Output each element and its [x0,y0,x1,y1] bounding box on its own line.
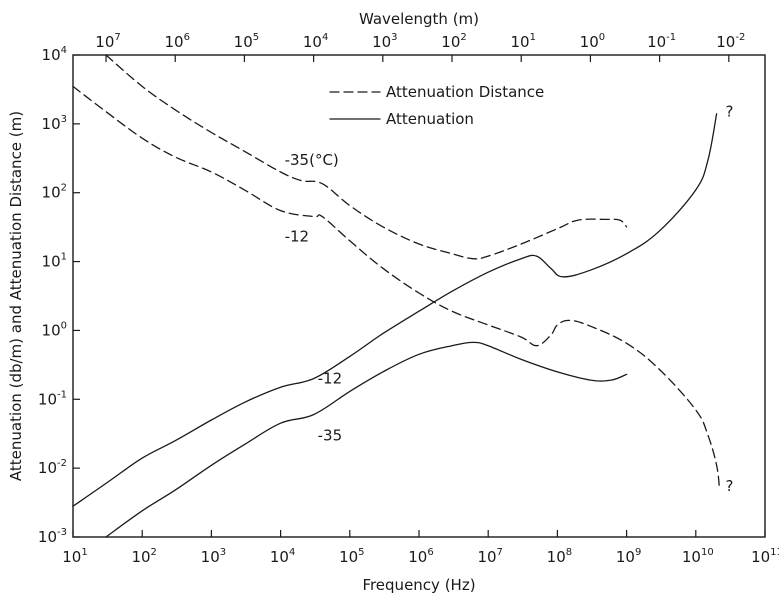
top-tick-label: 107 [95,32,120,51]
series-layer: -35(°C) -12 -12 -35 [72,54,721,538]
top-tick-label: 10-2 [716,32,745,51]
x-tick-label: 107 [477,547,502,566]
x-tick-label: 106 [408,547,433,566]
top-axis-ticks: 107 106 105 104 103 102 101 100 10-1 10-2 [95,32,745,62]
y-tick-label: 100 [42,320,67,339]
annotation-question-mark: ? [725,103,733,121]
top-tick-label: 106 [164,32,189,51]
top-tick-label: 101 [510,32,535,51]
x-tick-label: 105 [339,547,364,566]
top-tick-label: 103 [372,32,397,51]
y-tick-label: 10-3 [38,527,67,546]
top-tick-label: 105 [234,32,259,51]
attenuation-distance-curve-0 [105,54,628,260]
y-tick-label: 102 [42,183,67,202]
y-tick-label: 104 [42,45,67,64]
top-tick-label: 104 [303,32,328,51]
top-tick-label: 100 [580,32,605,51]
attenuation-curve-2 [72,113,718,507]
top-axis-title: Wavelength (m) [359,10,479,28]
series-label: -12 [318,370,343,388]
x-tick-label: 101 [62,547,87,566]
x-axis-title: Frequency (Hz) [362,576,475,594]
x-tick-label: 102 [131,547,156,566]
y-tick-label: 103 [42,114,67,133]
x-tick-label: 104 [270,547,295,566]
series-label: -35(°C) [285,151,339,169]
annotation-question-mark: ? [725,477,733,495]
top-tick-label: 10-1 [647,32,676,51]
annotation-layer: ?? [725,103,733,495]
series-label: -12 [285,228,310,246]
y-tick-label: 101 [42,252,67,271]
x-tick-label: 1010 [682,547,714,566]
x-tick-label: 103 [201,547,226,566]
y-tick-label: 10-1 [38,389,67,408]
x-tick-label: 109 [616,547,641,566]
x-tick-label: 108 [547,547,572,566]
series-label: -35 [318,426,343,444]
legend-label: Attenuation Distance [386,83,544,101]
y-axis-ticks: 10-3 10-2 10-1 100 101 102 103 104 [38,45,80,546]
attenuation-curve-3 [105,341,628,538]
y-tick-label: 10-2 [38,458,67,477]
top-tick-label: 102 [441,32,466,51]
legend: Attenuation Distance Attenuation [329,83,544,128]
legend-label: Attenuation [386,110,474,128]
attenuation-distance-curve-1 [72,85,721,490]
y-axis-title: Attenuation (db/m) and Attenuation Dista… [7,111,25,481]
